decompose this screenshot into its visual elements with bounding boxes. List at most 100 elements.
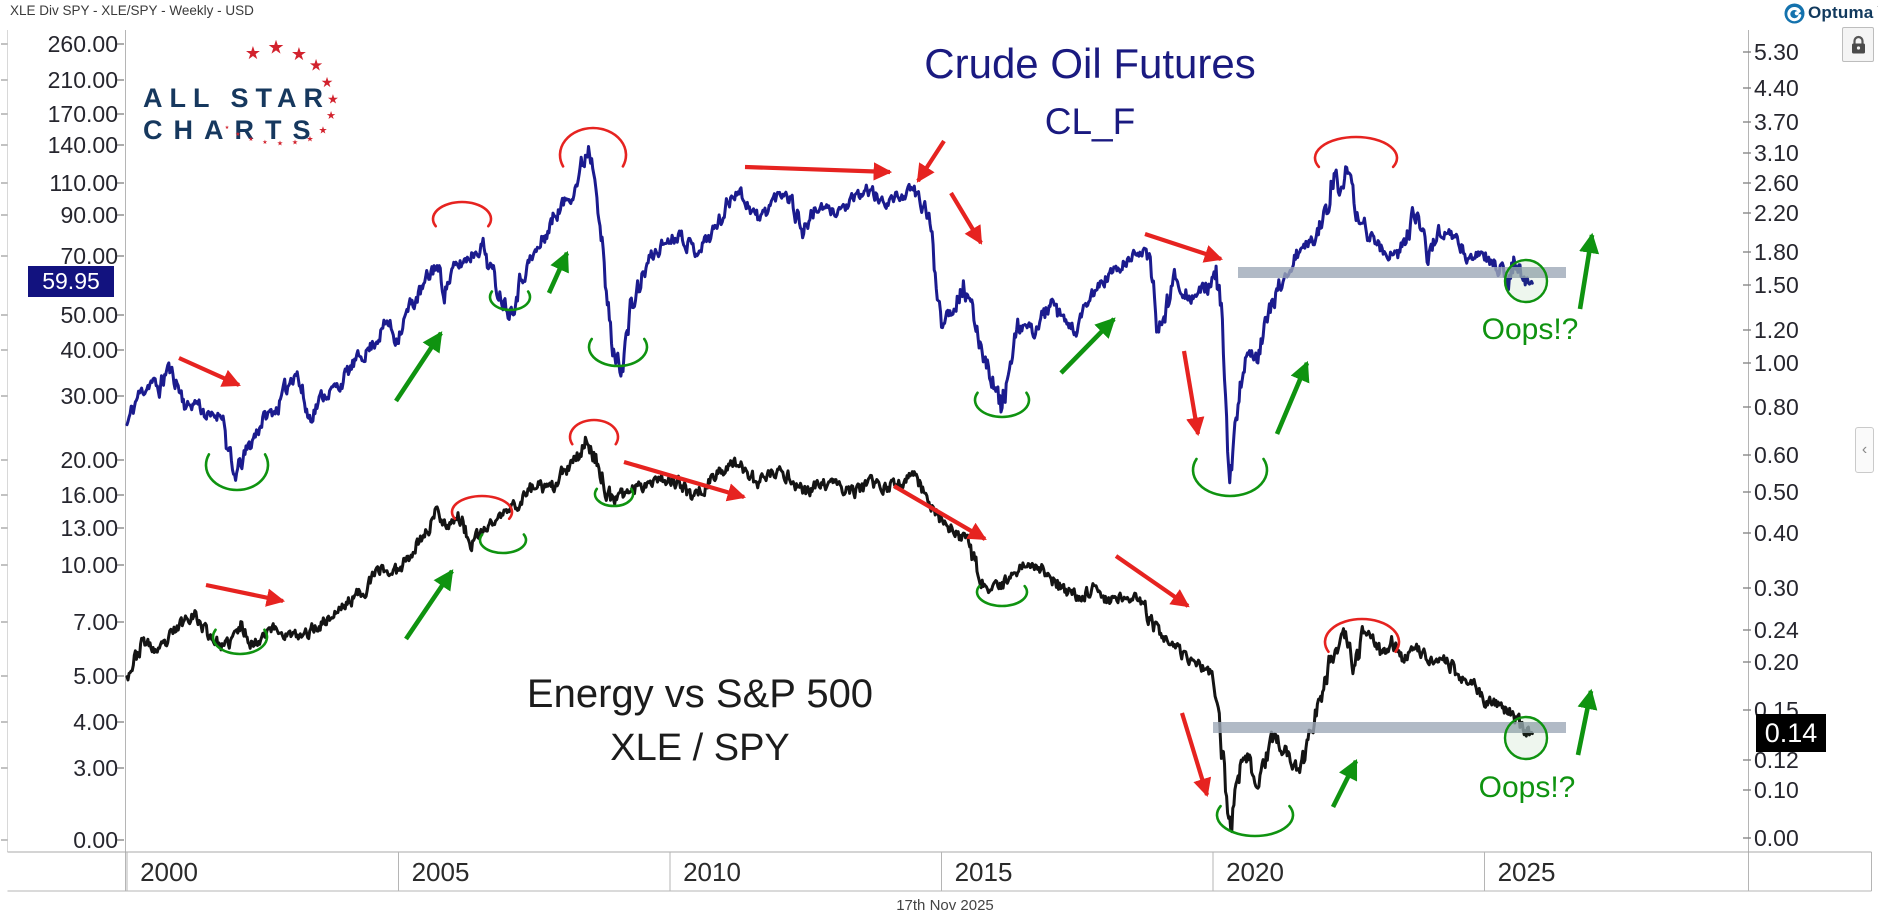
green-arrow-annotation[interactable] — [1059, 317, 1116, 375]
chart-frame — [7, 30, 1872, 892]
red-arrow-annotation[interactable] — [1144, 232, 1223, 263]
upper-title-line2: CL_F — [1044, 101, 1136, 142]
green-circle-annotation[interactable] — [1503, 715, 1549, 761]
svg-text:210.00: 210.00 — [48, 67, 118, 93]
red-arrow-annotation[interactable] — [1179, 712, 1212, 798]
annotation-layer: Oops!? Oops!? — [178, 126, 1600, 838]
svg-text:1.20: 1.20 — [1754, 317, 1799, 343]
svg-text:2005: 2005 — [412, 857, 470, 887]
svg-text:1.00: 1.00 — [1754, 350, 1799, 376]
svg-text:50.00: 50.00 — [60, 302, 118, 328]
svg-text:4.40: 4.40 — [1754, 75, 1799, 101]
green-arrow-annotation[interactable] — [1274, 360, 1310, 435]
right-axis[interactable]: 5.30 4.40 3.70 3.10 2.60 2.20 1.80 1.50 1.20 1.00… — [1743, 39, 1799, 851]
footer-date: 17th Nov 2025 — [896, 897, 994, 914]
svg-text:1.50: 1.50 — [1754, 272, 1799, 298]
support-zone-bar[interactable] — [1238, 267, 1566, 278]
green-circle-annotation[interactable] — [1503, 258, 1549, 304]
red-arrow-annotation[interactable] — [892, 484, 987, 541]
all-star-charts-logo: ALL STAR CHARTS ★ ★ ★ ★ ★ ★ ★ ★ ★ ★ ★ ★ ★ ★ ★ — [118, 40, 368, 155]
red-arrow-annotation[interactable] — [744, 162, 893, 181]
svg-text:0.00: 0.00 — [1754, 825, 1799, 851]
green-arc-annotation[interactable] — [973, 391, 1031, 419]
left-axis[interactable]: 260.00 210.00 170.00 140.00 110.00 90.00 70.00… — [1, 31, 124, 853]
green-arc-annotation[interactable] — [587, 337, 649, 368]
svg-text:0.40: 0.40 — [1754, 520, 1799, 546]
green-arc-annotation[interactable] — [204, 453, 270, 492]
support-zone-bar[interactable] — [1213, 722, 1566, 733]
asc-star-ring-icon: ★ ★ ★★★★★★★★★★★★★ — [225, 40, 339, 148]
green-arrow-annotation[interactable] — [404, 569, 454, 641]
svg-text:2.60: 2.60 — [1754, 170, 1799, 196]
svg-text:3.00: 3.00 — [73, 755, 118, 781]
svg-text:2010: 2010 — [683, 857, 741, 887]
svg-text:5.00: 5.00 — [73, 663, 118, 689]
red-arrow-annotation[interactable] — [623, 459, 747, 502]
red-arc-annotation[interactable] — [1323, 617, 1401, 654]
green-arrow-annotation[interactable] — [1330, 758, 1359, 809]
green-arc-annotation[interactable] — [478, 533, 528, 555]
star-icon: ★ — [235, 131, 240, 138]
panel-collapse-button[interactable]: ‹ — [1855, 427, 1874, 473]
svg-text:110.00: 110.00 — [49, 170, 118, 196]
star-icon: ★ — [309, 58, 323, 75]
red-arc-annotation[interactable] — [1313, 135, 1399, 169]
green-arc-annotation[interactable] — [211, 628, 269, 656]
optuma-wordmark: Optuma — [1808, 3, 1874, 22]
green-arrow-annotation[interactable] — [394, 331, 443, 403]
green-arc-annotation[interactable] — [1215, 804, 1295, 838]
green-arrow-annotation[interactable] — [1575, 688, 1598, 756]
svg-text:2.20: 2.20 — [1754, 200, 1799, 226]
red-arc-annotation[interactable] — [450, 494, 514, 521]
svg-text:0.50: 0.50 — [1754, 479, 1799, 505]
svg-text:20.00: 20.00 — [60, 447, 118, 473]
red-arrow-annotation[interactable] — [205, 582, 286, 607]
green-arc-annotation[interactable] — [1191, 457, 1269, 498]
green-arrow-annotation[interactable] — [546, 250, 570, 294]
lock-icon — [1851, 35, 1865, 53]
lower-chart-title: Energy vs S&P 500 XLE / SPY — [505, 672, 895, 770]
svg-text:90.00: 90.00 — [60, 202, 118, 228]
star-icon: ★ — [306, 135, 313, 144]
star-icon: ★ — [277, 140, 283, 148]
asc-wordmark: ALL STAR CHARTS — [143, 83, 330, 145]
red-arrow-annotation[interactable] — [949, 191, 983, 245]
cl-f-series-line[interactable] — [125, 145, 1534, 485]
red-arrow-annotation[interactable] — [1114, 554, 1190, 608]
green-arc-annotation[interactable] — [488, 290, 532, 312]
star-icon: ★ — [225, 125, 230, 131]
red-arrow-annotation[interactable] — [916, 139, 946, 183]
svg-text:260.00: 260.00 — [48, 31, 118, 57]
star-icon: ★ — [321, 74, 334, 90]
lock-button[interactable] — [1842, 27, 1874, 62]
svg-text:0.30: 0.30 — [1754, 575, 1799, 601]
svg-text:1.80: 1.80 — [1754, 239, 1799, 265]
oops-label[interactable]: Oops!? — [1482, 313, 1579, 346]
oops-label[interactable]: Oops!? — [1479, 771, 1576, 804]
green-arc-annotation[interactable] — [593, 487, 635, 508]
star-icon: ★ — [326, 110, 336, 122]
svg-text:2020: 2020 — [1226, 857, 1284, 887]
svg-text:5.30: 5.30 — [1754, 39, 1799, 65]
xle-spy-series-line[interactable] — [125, 435, 1534, 833]
red-arc-annotation[interactable] — [558, 126, 628, 168]
red-arc-annotation[interactable] — [568, 418, 620, 446]
svg-text:140.00: 140.00 — [48, 132, 118, 158]
green-arrow-annotation[interactable] — [1577, 232, 1600, 310]
upper-title-line1: Crude Oil Futures — [924, 40, 1256, 87]
series-layer — [125, 145, 1534, 833]
price-badge-xle-spy: 0.14 — [1756, 714, 1826, 752]
red-arrow-annotation[interactable] — [1181, 350, 1205, 437]
green-arc-annotation[interactable] — [975, 584, 1029, 608]
svg-text:40.00: 40.00 — [60, 337, 118, 363]
svg-text:3.70: 3.70 — [1754, 109, 1799, 135]
svg-text:0.80: 0.80 — [1754, 394, 1799, 420]
svg-text:2000: 2000 — [140, 857, 198, 887]
chevron-left-icon: ‹ — [1861, 441, 1868, 458]
x-axis[interactable]: 2000 2005 2010 2015 2020 2025 — [126, 852, 1555, 891]
red-arc-annotation[interactable] — [431, 200, 493, 228]
red-arrow-annotation[interactable] — [178, 356, 241, 387]
svg-text:0.10: 0.10 — [1754, 777, 1799, 803]
